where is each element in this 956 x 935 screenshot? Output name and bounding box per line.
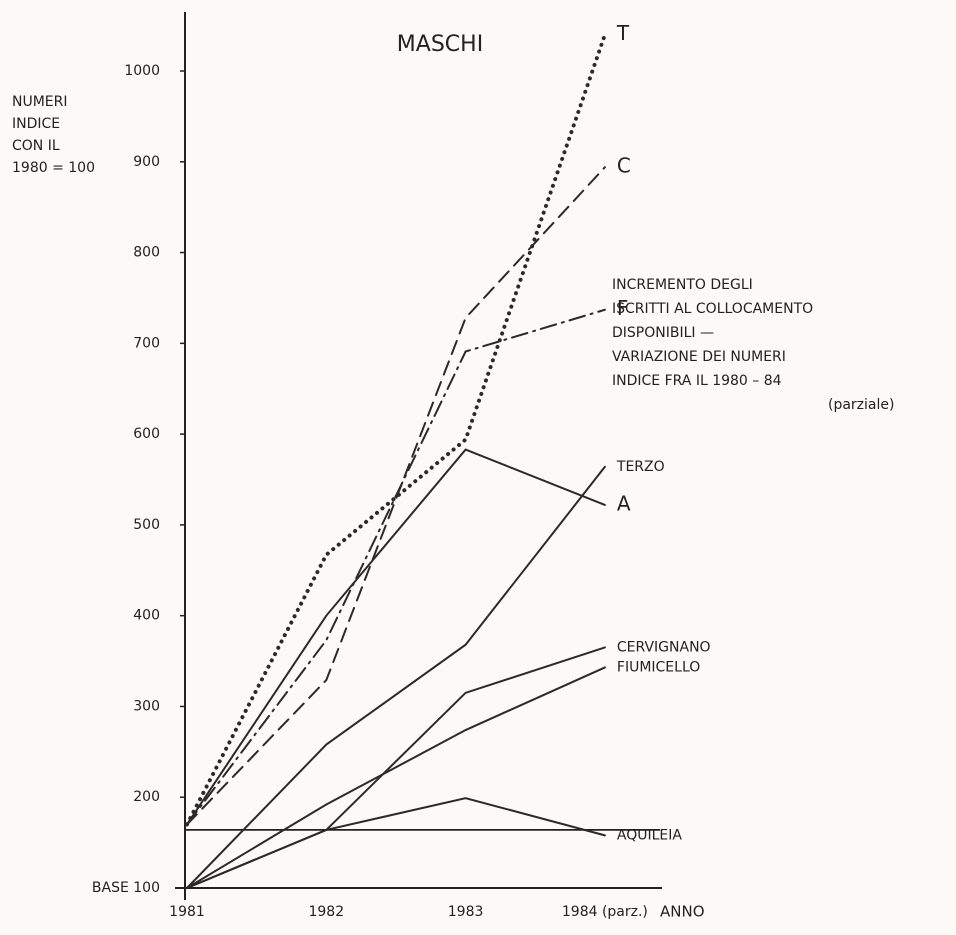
y-tick-label: 500 <box>133 517 160 533</box>
series-label: T <box>616 21 630 45</box>
x-axis-label: ANNO <box>660 903 705 921</box>
series-label: C <box>617 154 631 178</box>
note: INDICE FRA IL 1980 – 84 <box>612 373 782 389</box>
x-tick-label: 1981 <box>169 904 205 920</box>
x-tick-label: 1984 (parz.) <box>562 904 648 920</box>
y-axis-label: CON IL <box>12 138 60 154</box>
series-label: A <box>617 491 631 515</box>
y-tick-label: 300 <box>133 698 160 714</box>
series-label: AQUILEIA <box>617 827 683 843</box>
series-label: CERVIGNANO <box>617 639 711 655</box>
y-tick-label: 900 <box>133 154 160 170</box>
series-label: F <box>617 296 629 320</box>
y-tick-label: 600 <box>133 426 160 442</box>
note: INCREMENTO DEGLI <box>612 277 753 293</box>
note: (parziale) <box>828 397 894 413</box>
y-tick-label: BASE 100 <box>92 880 160 896</box>
chart: MASCHI ANNO NUMERI INDICE CON IL 1980 = 100… <box>0 0 956 935</box>
note: VARIAZIONE DEI NUMERI <box>612 349 786 365</box>
y-axis-label: NUMERI <box>12 94 68 110</box>
y-tick-label: 700 <box>133 335 160 351</box>
page: MASCHI ANNO NUMERI INDICE CON IL 1980 = 100… <box>0 0 956 935</box>
x-tick-label: 1983 <box>448 904 484 920</box>
note: DISPONIBILI — <box>612 325 714 341</box>
series-label: FIUMICELLO <box>617 659 700 675</box>
y-tick-label: 400 <box>133 608 160 624</box>
y-tick-label: 1000 <box>124 63 160 79</box>
y-axis-label: INDICE <box>12 116 60 132</box>
chart-title: MASCHI <box>397 32 483 57</box>
x-tick-label: 1982 <box>308 904 344 920</box>
note: ISCRITTI AL COLLOCAMENTO <box>612 301 813 317</box>
series-label: TERZO <box>616 459 665 475</box>
y-axis-label: 1980 = 100 <box>12 160 95 176</box>
y-tick-label: 200 <box>133 789 160 805</box>
y-tick-label: 800 <box>133 245 160 261</box>
